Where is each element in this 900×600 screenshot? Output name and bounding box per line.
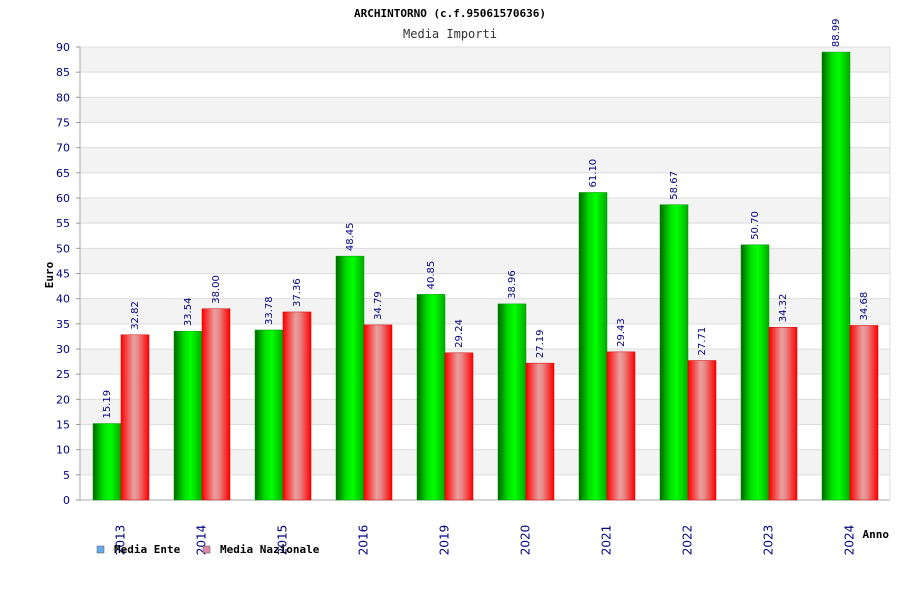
bar-value-label: 33.78 [264, 296, 275, 325]
bar-value-label: 38.00 [211, 275, 222, 304]
y-axis-ticks: 0 5 10 15 20 25 30 35 40 45 50 55 60 65 70 75 80 85 90 [56, 41, 80, 507]
y-tick-label: 25 [56, 368, 70, 381]
x-axis-ticks: 2013 2014 2015 2016 2019 2020 2021 2022 2023 2024 [114, 525, 857, 556]
y-tick-label: 35 [56, 318, 70, 331]
bar-value-label: 32.82 [130, 301, 141, 330]
bar-media-nazionale [444, 352, 474, 501]
bar-value-label: 48.45 [345, 222, 356, 251]
x-tick-label: 2021 [600, 525, 614, 556]
bar-media-nazionale [606, 351, 636, 501]
y-tick-label: 80 [56, 91, 70, 104]
y-tick-label: 70 [56, 142, 70, 155]
x-tick-label: 2022 [681, 525, 695, 556]
x-tick-label: 2023 [762, 525, 776, 556]
y-tick-label: 20 [56, 393, 70, 406]
y-tick-label: 90 [56, 41, 70, 54]
bar-media-ente [821, 51, 851, 501]
y-tick-label: 40 [56, 293, 70, 306]
bar-value-label: 88.99 [831, 18, 842, 47]
y-tick-label: 65 [56, 167, 70, 180]
bar-value-label: 61.10 [588, 159, 599, 188]
bar-media-nazionale [768, 327, 798, 501]
grid-band [80, 47, 890, 73]
x-tick-label: 2015 [276, 525, 290, 556]
y-tick-label: 15 [56, 419, 70, 432]
grid-band [80, 198, 890, 224]
bar-media-ente [335, 255, 365, 501]
bar-value-label: 40.85 [426, 261, 437, 290]
bar-value-label: 33.54 [183, 298, 194, 327]
bar-media-nazionale [849, 325, 879, 501]
bar-value-label: 15.19 [102, 390, 113, 419]
bars: 15.19 32.82 33.54 38.00 33.78 37.36 48.45 34.79… [92, 18, 879, 501]
bar-value-label: 29.24 [454, 319, 465, 348]
y-tick-label: 0 [63, 494, 70, 507]
bar-media-ente [578, 192, 608, 501]
bar-value-label: 38.96 [507, 270, 518, 299]
chart-title: ARCHINTORNO (c.f.95061570636) [354, 7, 546, 20]
y-tick-label: 60 [56, 192, 70, 205]
y-tick-label: 30 [56, 343, 70, 356]
y-tick-label: 45 [56, 268, 70, 281]
x-tick-label: 2024 [843, 525, 857, 556]
bar-media-ente [92, 423, 122, 501]
bar-media-nazionale [120, 334, 150, 501]
y-tick-label: 50 [56, 242, 70, 255]
legend-label: Media Nazionale [220, 543, 320, 556]
bar-value-label: 27.19 [535, 330, 546, 359]
bar-media-ente [173, 330, 203, 501]
x-tick-label: 2016 [357, 525, 371, 556]
y-tick-label: 5 [63, 469, 70, 482]
bar-media-ente [740, 244, 770, 501]
bar-value-label: 50.70 [750, 211, 761, 240]
y-tick-label: 85 [56, 66, 70, 79]
bar-media-nazionale [201, 308, 231, 501]
bar-value-label: 34.32 [778, 294, 789, 323]
bar-value-label: 37.36 [292, 278, 303, 307]
grid-band [80, 97, 890, 123]
bar-value-label: 29.43 [616, 318, 627, 347]
bar-media-nazionale [282, 311, 312, 501]
y-tick-label: 10 [56, 444, 70, 457]
grid-band [80, 147, 890, 173]
y-tick-label: 75 [56, 117, 70, 130]
bar-value-label: 27.71 [697, 327, 708, 356]
x-axis-label: Anno [863, 528, 890, 541]
bar-media-ente [659, 204, 689, 501]
legend: Media Ente Media Nazionale [96, 543, 320, 556]
bar-media-ente [497, 303, 527, 501]
bar-media-nazionale [687, 360, 717, 501]
bar-media-ente [254, 329, 284, 501]
y-axis-label: Euro [43, 261, 56, 288]
bar-media-ente [416, 294, 446, 501]
y-tick-label: 55 [56, 217, 70, 230]
x-tick-label: 2013 [114, 525, 128, 556]
x-tick-label: 2020 [519, 525, 533, 556]
legend-swatch [96, 545, 105, 554]
bar-media-nazionale [363, 324, 393, 501]
legend-swatch [202, 545, 211, 554]
bar-value-label: 34.68 [859, 292, 870, 321]
x-tick-label: 2019 [438, 525, 452, 556]
bar-value-label: 34.79 [373, 291, 384, 320]
chart-subtitle: Media Importi [403, 27, 497, 41]
bar-value-label: 58.67 [669, 171, 680, 200]
legend-label: Media Ente [114, 543, 181, 556]
bar-media-nazionale [525, 362, 555, 501]
